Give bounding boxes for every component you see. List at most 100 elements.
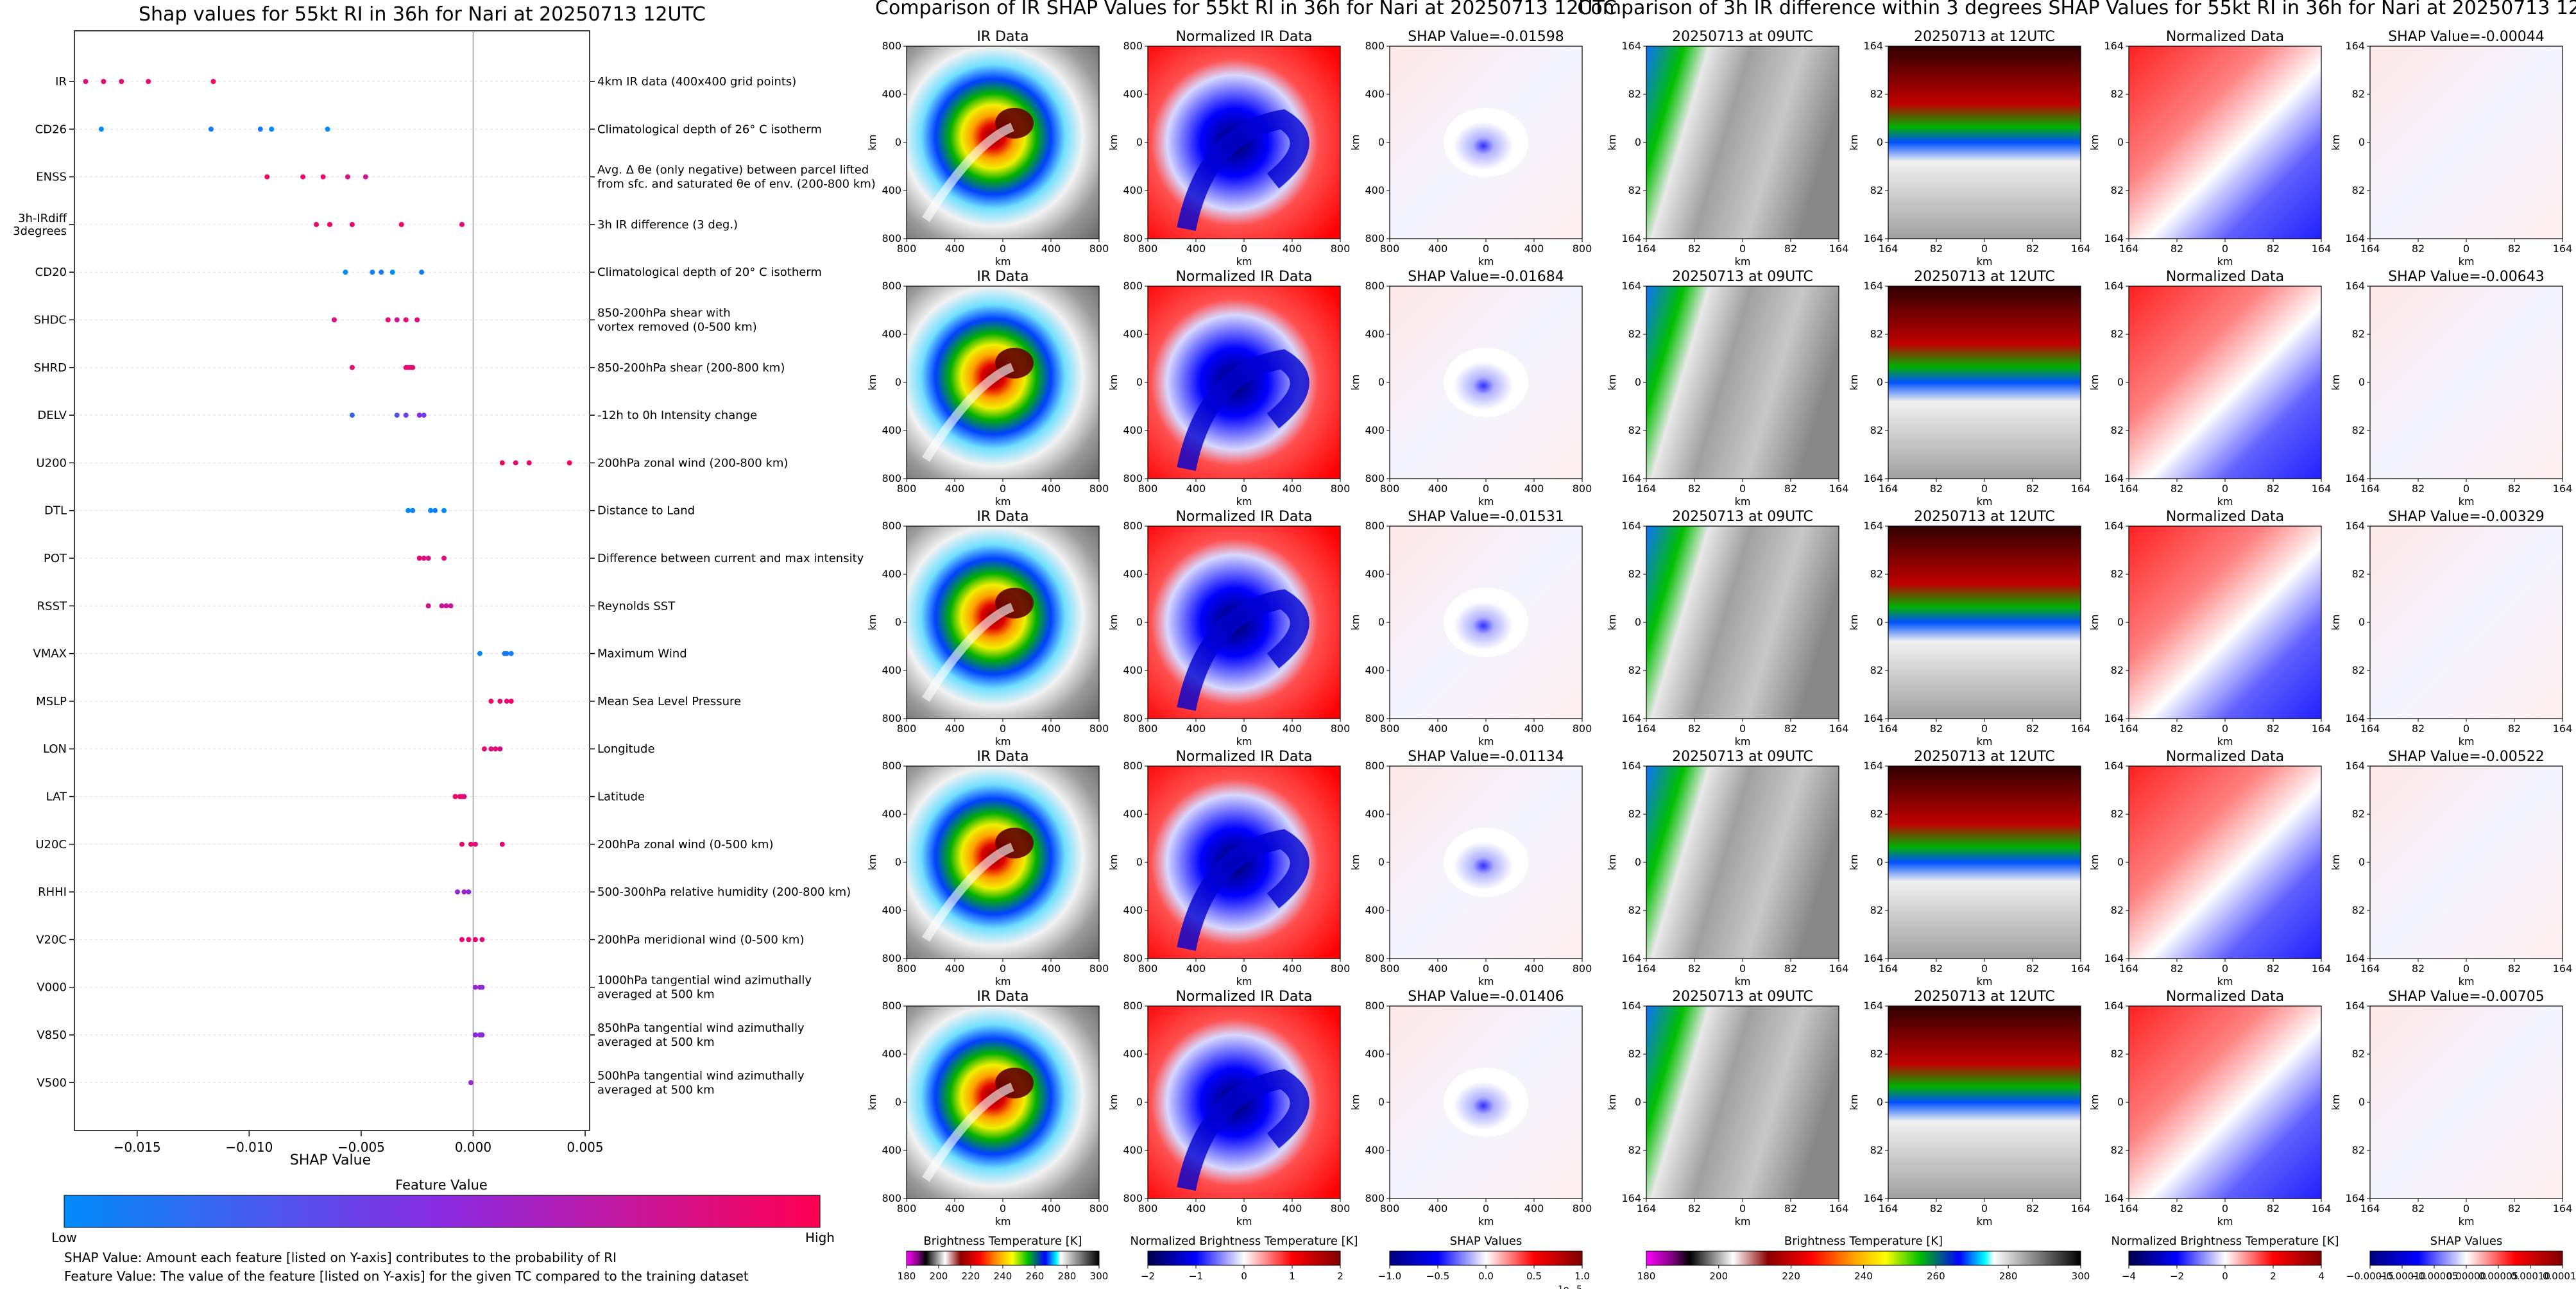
shap-point (421, 556, 427, 561)
ytick-label: 0 (2358, 616, 2365, 628)
feature-description: 850hPa tangential wind azimuthally (597, 1021, 805, 1035)
xtick-label: 400 (1283, 1202, 1302, 1215)
shap-blob (1444, 108, 1528, 177)
ytick-label: 400 (1123, 1048, 1143, 1060)
xtick-label: 0 (2222, 722, 2228, 735)
ytick-label: 400 (1365, 184, 1385, 196)
colorbar-tick-label: 1 (1289, 1270, 1295, 1282)
ytick-label: 82 (1628, 904, 1641, 916)
shap-point (416, 556, 422, 561)
ytick-label: 82 (2352, 808, 2365, 820)
ytick-label: 400 (1365, 568, 1385, 580)
ytick-label: 164 (2104, 1192, 2124, 1204)
shap-point (394, 413, 400, 418)
heatmap-image (1888, 526, 2081, 719)
panel-title: 20250713 at 09UTC (1672, 749, 1813, 765)
colorbar-tick-label: 280 (1058, 1270, 1077, 1282)
ytick-label: 0 (1136, 616, 1143, 628)
feature-name: IR (55, 75, 67, 89)
ytick-label: 82 (1628, 88, 1641, 100)
xtick-label: 400 (1524, 722, 1544, 735)
footnote-shap-value: SHAP Value: Amount each feature [listed … (64, 1250, 617, 1265)
ytick-label: 400 (882, 568, 901, 580)
shap-point (488, 746, 494, 752)
xtick-label: 82 (2508, 722, 2521, 735)
ytick-label: 800 (882, 520, 901, 532)
shap-point (398, 221, 404, 227)
shap-point (83, 79, 89, 84)
ytick-label: 0 (895, 616, 901, 628)
shap-point (314, 221, 320, 227)
shap-point (508, 698, 514, 704)
feature-name: 3h-IRdiff (18, 212, 67, 225)
ytick-label: 400 (1123, 808, 1143, 820)
panel-title: SHAP Value=-0.01684 (1408, 269, 1564, 285)
colorbar (1389, 1251, 1583, 1266)
xtick-label: 800 (1573, 243, 1592, 255)
feature-description: -12h to 0h Intensity change (597, 409, 757, 422)
ytick-label: 800 (1365, 232, 1385, 244)
xtick-label: 82 (2267, 243, 2280, 255)
ytick-label: 82 (1870, 424, 1883, 436)
xtick-label: −0.015 (114, 1140, 161, 1155)
yaxis-label: km (1107, 135, 1120, 151)
shap-point (479, 937, 485, 943)
xtick-label: 400 (1041, 962, 1061, 975)
xtick-label: 0 (1483, 1202, 1489, 1215)
shap-point (477, 651, 482, 656)
ytick-label: 400 (882, 424, 901, 436)
xaxis-label: km (1735, 495, 1751, 508)
xaxis-label: km (1977, 975, 1993, 987)
feature-name: LAT (46, 790, 67, 804)
xtick-label: 164 (1829, 1202, 1849, 1215)
xaxis-label: km (1236, 255, 1252, 268)
ytick-label: 164 (2104, 712, 2124, 724)
xtick-label: 164 (2119, 962, 2139, 975)
shap-point (499, 841, 505, 847)
xaxis-label: km (2217, 1215, 2233, 1227)
shap-point (410, 508, 416, 513)
ytick-label: 800 (1123, 232, 1143, 244)
feature-description: 3h IR difference (3 deg.) (597, 218, 738, 232)
xtick-label: 400 (1428, 243, 1448, 255)
panel-title: Normalized Data (2166, 269, 2284, 285)
xaxis-label: km (1236, 1215, 1252, 1227)
ytick-label: 164 (1863, 520, 1883, 532)
ytick-label: 0 (1378, 1096, 1385, 1108)
ytick-label: 0 (1635, 856, 1641, 868)
shap-point (394, 317, 400, 323)
xtick-label: 164 (1637, 243, 1657, 255)
xtick-label: 400 (1428, 1202, 1448, 1215)
xtick-label: 82 (1688, 722, 1701, 735)
panel-title: 20250713 at 12UTC (1914, 989, 2055, 1005)
yaxis-label: km (1349, 1095, 1361, 1111)
xtick-label: 82 (2267, 962, 2280, 975)
colorbar-tick-label: 300 (1090, 1270, 1109, 1282)
ytick-label: 82 (1628, 1144, 1641, 1156)
xtick-label: −0.005 (337, 1140, 385, 1155)
xtick-label: 164 (2312, 482, 2332, 495)
feature-description: 850-200hPa shear with (597, 307, 731, 320)
xtick-label: 800 (1089, 482, 1109, 495)
xtick-label: 0 (1981, 722, 1988, 735)
feature-description: 200hPa zonal wind (200-800 km) (597, 456, 788, 470)
heatmap-image (2370, 1006, 2563, 1199)
shap-point (513, 460, 518, 466)
ytick-label: 164 (1621, 520, 1641, 532)
ytick-label: 800 (882, 712, 901, 724)
xtick-label: 0 (1739, 722, 1746, 735)
panel-title: 20250713 at 09UTC (1672, 269, 1813, 285)
irdiff-comparison-title: Comparison of 3h IR difference within 3 … (1577, 0, 2576, 19)
ytick-label: 0 (2358, 136, 2365, 148)
xtick-label: 0 (1981, 962, 1988, 975)
xtick-label: 164 (2119, 722, 2139, 735)
ytick-label: 82 (2352, 904, 2365, 916)
ytick-label: 0 (1635, 376, 1641, 388)
xaxis-label: km (1236, 975, 1252, 987)
xtick-label: 0 (2222, 962, 2228, 975)
shap-point (439, 603, 445, 609)
ytick-label: 82 (1628, 424, 1641, 436)
shap-point (499, 460, 505, 466)
shap-point (403, 317, 409, 323)
xaxis-label: km (1735, 735, 1751, 747)
